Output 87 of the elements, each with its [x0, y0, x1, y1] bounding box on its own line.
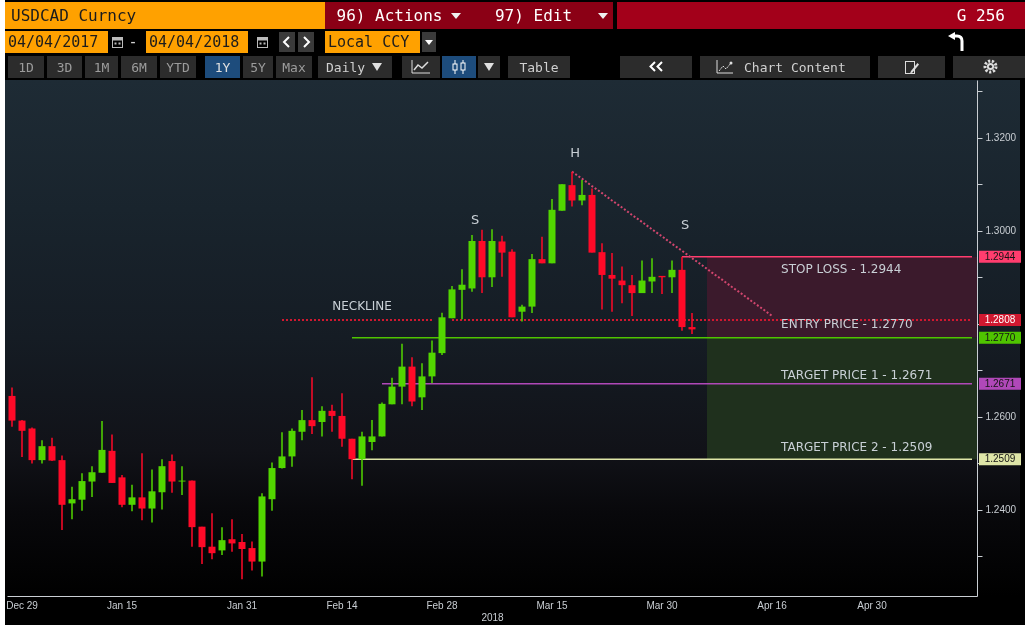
date-field: 04/04/2018 [146, 31, 248, 53]
candlestick [538, 236, 546, 265]
tool-button: Chart Content [700, 56, 870, 78]
candlestick [278, 431, 286, 470]
line-series [571, 170, 773, 317]
candlestick [78, 472, 86, 512]
tool-button: 5Y [243, 56, 273, 78]
candlestick [568, 170, 576, 208]
candlestick [138, 452, 146, 521]
candlestick [338, 392, 346, 448]
x-tick-label: Feb 14 [326, 599, 358, 611]
candlestick [38, 439, 46, 465]
tool-button: 1M [85, 56, 118, 78]
candlestick [578, 179, 586, 206]
x-tick-label: Mar 30 [646, 599, 678, 611]
candlestick [228, 518, 236, 553]
annotation: TARGET PRICE 2 - 1.2509 [780, 439, 933, 454]
candlestick [608, 252, 616, 313]
x-tick-label: Apr 16 [757, 599, 788, 611]
tool-button: 6M [121, 56, 157, 78]
candlestick [88, 465, 96, 498]
candlestick [598, 242, 606, 311]
data-label: 1.2944 [984, 250, 1016, 262]
currency-field: Local CCY [325, 31, 420, 53]
candlestick [248, 540, 256, 572]
candlestick [178, 465, 186, 496]
annotation: NECKLINE [332, 299, 392, 314]
annotation: ENTRY PRICE - 1.2770 [781, 317, 913, 332]
candlestick [358, 431, 366, 487]
x-tick-label: Dec 29 [6, 599, 39, 611]
tool-button: YTD [160, 56, 196, 78]
y-tick-label: 1.2600 [985, 411, 1017, 423]
candlestick [418, 362, 426, 411]
candlestick [208, 512, 216, 560]
candlestick [328, 404, 336, 433]
x-axis-title: 2018 [481, 611, 505, 623]
y-tick-label: 1.3000 [985, 225, 1017, 237]
candlestick [148, 468, 156, 524]
tool-button: 3D [47, 56, 82, 78]
x-tick-label: Apr 30 [857, 599, 888, 611]
candlestick [68, 485, 76, 520]
candlestick [368, 419, 376, 452]
candlestick [428, 339, 436, 385]
date-field: 04/04/2017 [5, 31, 108, 53]
tool-button: Daily [318, 56, 392, 78]
annotation: TARGET PRICE 1 - 1.2671 [780, 368, 933, 382]
candlestick [308, 376, 316, 435]
ticker-field: USDCAD Curncy [5, 2, 325, 29]
annotation: STOP LOSS - 1.2944 [781, 262, 902, 277]
candlestick [388, 377, 396, 406]
data-label: 1.2509 [984, 453, 1016, 465]
candlestick [628, 274, 636, 317]
candlestick [98, 420, 106, 474]
y-tick-label: 1.2400 [985, 504, 1017, 516]
x-tick-label: Mar 15 [536, 599, 568, 611]
x-tick-label: Feb 28 [426, 599, 458, 611]
candlestick [398, 343, 406, 406]
tool-button: 1Y [205, 56, 240, 78]
candlestick [238, 533, 246, 580]
menu-button: 96) Actions [325, 2, 472, 29]
data-label: 1.2808 [984, 314, 1016, 326]
candlestick [348, 437, 356, 480]
data-label: 1.2671 [984, 377, 1016, 389]
menu-button: 97) Edit [472, 2, 613, 29]
candlestick [318, 405, 326, 438]
header-tab: G 256 [617, 2, 1025, 29]
data-label: 1.2770 [984, 331, 1016, 343]
candlestick [18, 419, 26, 458]
annotation: H [570, 145, 580, 161]
tool-button: Max [276, 56, 312, 78]
annotation: S [470, 211, 480, 227]
candlestick [198, 525, 206, 565]
candlestick [668, 259, 676, 294]
text: - [128, 32, 138, 51]
tool-button: 1D [8, 56, 44, 78]
candlestick [498, 235, 506, 278]
candlestick [458, 268, 466, 320]
y-tick-label: 1.3200 [985, 132, 1017, 144]
candlestick [638, 259, 646, 294]
tool-button: Table [508, 56, 570, 78]
candlestick [168, 453, 176, 494]
candlestick [218, 526, 226, 556]
candlestick [128, 484, 136, 513]
candlestick [298, 409, 306, 441]
x-tick-label: Jan 15 [106, 599, 138, 611]
annotation: S [680, 217, 690, 232]
x-tick-label: Jan 31 [226, 599, 258, 611]
